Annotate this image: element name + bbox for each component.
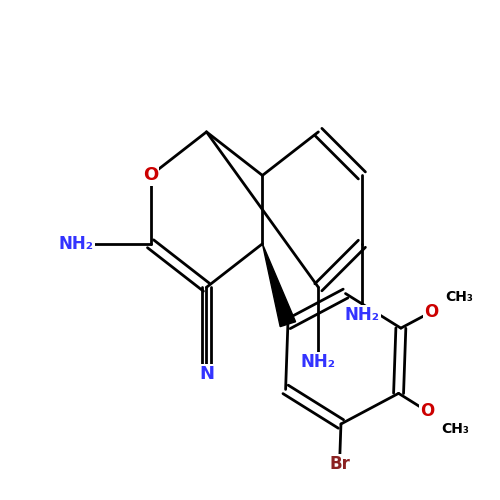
Text: O: O — [420, 402, 434, 420]
Text: O: O — [424, 303, 438, 321]
Text: CH₃: CH₃ — [441, 422, 469, 436]
Text: N: N — [199, 366, 214, 384]
Text: NH₂: NH₂ — [344, 306, 380, 324]
Text: NH₂: NH₂ — [58, 235, 94, 253]
Polygon shape — [262, 244, 296, 326]
Text: Br: Br — [329, 456, 350, 473]
Text: O: O — [143, 166, 158, 184]
Text: CH₃: CH₃ — [446, 290, 473, 304]
Text: NH₂: NH₂ — [301, 353, 336, 371]
